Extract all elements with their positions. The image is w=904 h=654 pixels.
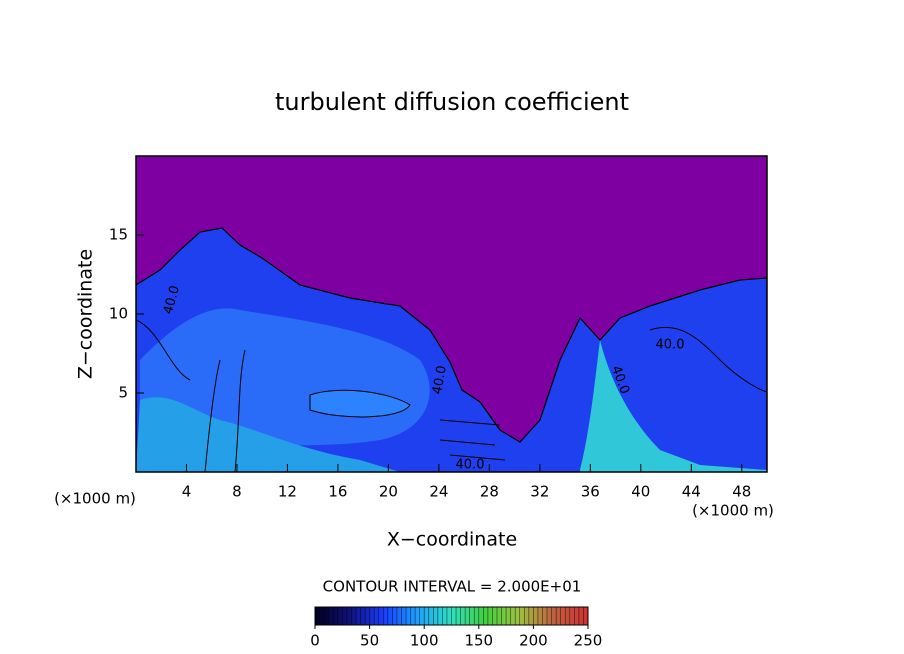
- field-region: [309, 389, 411, 418]
- x-tick-label: 24: [429, 483, 448, 501]
- colorbar-tick-label: 250: [574, 632, 603, 650]
- x-tick-label: 8: [232, 483, 242, 501]
- colorbar-tick-label: 50: [360, 632, 379, 650]
- y-tick-label: 15: [109, 226, 128, 244]
- y-tick-label: 10: [109, 305, 128, 323]
- contour-label: 40.0: [161, 284, 183, 316]
- contour-interval: CONTOUR INTERVAL = 2.000E+01: [323, 578, 582, 596]
- contour-label: 40.0: [430, 364, 450, 395]
- colorbar-tick-label: 0: [310, 632, 320, 650]
- contour-label: 40.0: [656, 338, 685, 353]
- y-tick-label: 5: [118, 384, 128, 402]
- contour-line: [136, 319, 191, 381]
- field-region: [136, 397, 400, 472]
- x-unit-label: (×1000 m): [692, 502, 774, 520]
- contour-label: 40.0: [456, 458, 485, 473]
- contour-line: [649, 326, 767, 393]
- colorbar-tick-label: 200: [519, 632, 548, 650]
- x-tick-label: 48: [732, 483, 751, 501]
- chart-title: turbulent diffusion coefficient: [275, 88, 629, 116]
- x-tick-label: 28: [480, 483, 499, 501]
- field: [136, 227, 767, 472]
- x-tick-label: 12: [278, 483, 297, 501]
- colorbar-tick-label: 150: [464, 632, 493, 650]
- x-tick-label: 32: [530, 483, 549, 501]
- contour-line: [204, 349, 246, 472]
- x-tick-label: 4: [182, 483, 192, 501]
- x-tick-label: 40: [631, 483, 650, 501]
- y-axis-label: Z−coordinate: [75, 249, 97, 379]
- colorbar-tick-label: 100: [410, 632, 439, 650]
- x-tick-label: 44: [682, 483, 701, 501]
- x-tick-label: 36: [581, 483, 600, 501]
- x-tick-label: 16: [328, 483, 347, 501]
- x-unit-label: (×1000 m): [54, 490, 136, 508]
- contour-line: [439, 419, 506, 461]
- field-region: [580, 340, 767, 472]
- x-axis-label: X−coordinate: [387, 529, 517, 551]
- x-tick-label: 20: [379, 483, 398, 501]
